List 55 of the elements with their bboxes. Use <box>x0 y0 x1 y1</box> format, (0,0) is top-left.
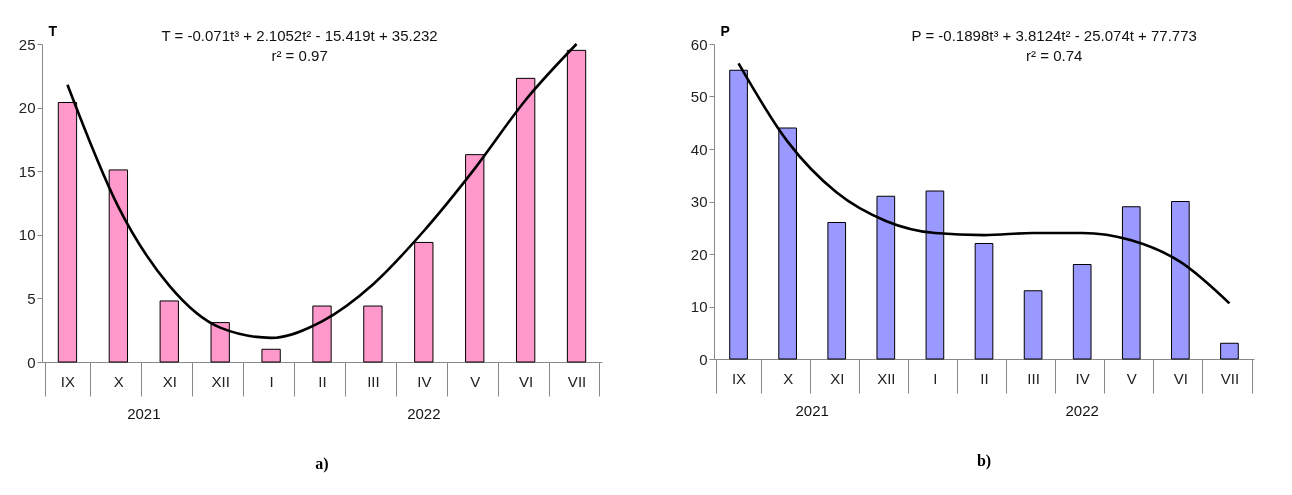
y-tick-label: 50 <box>690 88 708 105</box>
y-tick-label: 5 <box>27 289 36 307</box>
x-tick-label: III <box>1027 369 1040 387</box>
x-tick-label: IX <box>731 369 747 387</box>
annotation: r² = 0.97 <box>271 47 328 64</box>
y-tick-label: 25 <box>18 35 36 53</box>
x-tick-label: XI <box>830 369 845 387</box>
x-tick-label: I <box>269 372 274 390</box>
bar <box>159 300 179 363</box>
text: 2021 <box>795 402 829 419</box>
x-tick-label: XI <box>162 372 177 390</box>
y-tick-label: 0 <box>27 353 36 371</box>
x-tick-label: VII <box>1220 369 1240 387</box>
bar <box>1023 290 1043 360</box>
y-tick-label: 15 <box>18 162 36 180</box>
x-tick-label: III <box>367 372 380 390</box>
x-tick-label: VI <box>1173 369 1188 387</box>
bar <box>1220 342 1239 360</box>
bar <box>261 348 281 363</box>
bar <box>974 243 994 360</box>
x-tick-label: IV <box>417 372 432 390</box>
y-tick-label: 30 <box>690 193 708 210</box>
x-tick-label: VII <box>567 372 587 390</box>
x-tick-label: IX <box>60 372 76 390</box>
x-tick-label: V <box>470 372 481 390</box>
y-axis-title: P <box>720 22 730 39</box>
y-axis-title: T <box>48 22 58 39</box>
bar <box>827 222 847 360</box>
x-tick-label: IV <box>1075 369 1090 387</box>
x-tick-label: II <box>318 372 327 390</box>
bar <box>363 305 383 363</box>
bar <box>1072 264 1092 360</box>
x-tick-label: X <box>783 369 794 387</box>
text: 2021 <box>127 405 161 422</box>
x-tick-label: II <box>980 369 989 387</box>
text: 2022 <box>407 405 441 422</box>
text: b) <box>976 452 992 470</box>
text: 2022 <box>1065 402 1099 419</box>
x-tick-label: XII <box>211 372 230 390</box>
y-tick-label: 10 <box>690 298 708 315</box>
y-tick-label: 40 <box>690 140 708 158</box>
y-tick-label: 60 <box>690 35 708 53</box>
y-tick-label: 20 <box>18 99 36 117</box>
x-tick-label: I <box>933 369 938 387</box>
y-tick-label: 0 <box>699 350 708 368</box>
text: a) <box>315 455 329 473</box>
x-tick-label: X <box>113 372 124 390</box>
x-tick-label: VI <box>519 372 534 390</box>
y-tick-label: 20 <box>690 245 708 263</box>
x-tick-label: V <box>1126 369 1137 387</box>
y-tick-label: 10 <box>18 226 36 244</box>
text: P = -0.1898t³ + 3.8124t² - 25.074t + 77.773 <box>911 27 1197 44</box>
x-tick-label: XII <box>877 369 896 387</box>
annotation: r² = 0.74 <box>1026 47 1083 64</box>
text: T = -0.071t³ + 2.1052t² - 15.419t + 35.232 <box>161 27 438 44</box>
